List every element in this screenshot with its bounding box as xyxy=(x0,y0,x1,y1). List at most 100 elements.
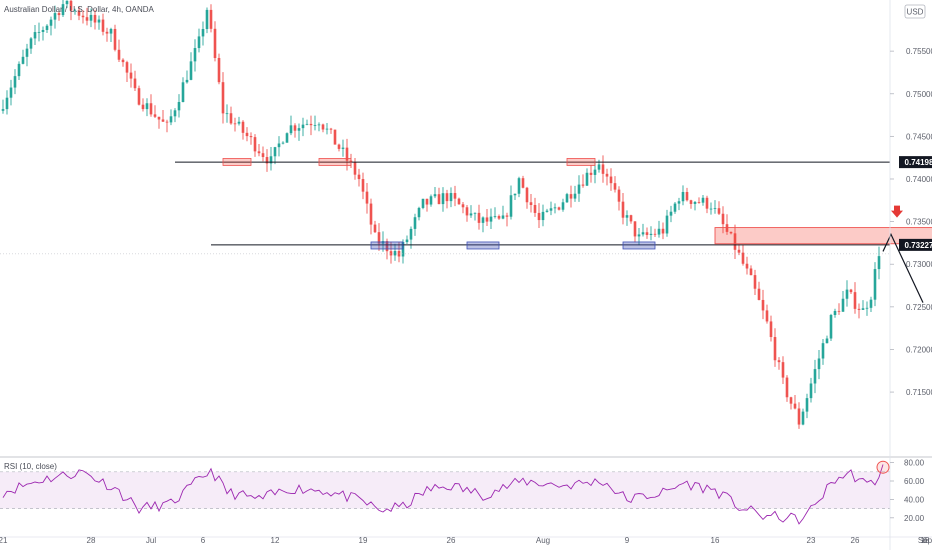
candle-body xyxy=(761,299,765,311)
rsi-title: RSI (10, close) xyxy=(4,462,57,471)
candle xyxy=(773,328,777,367)
candle xyxy=(105,27,109,42)
candle-body xyxy=(261,153,265,158)
candle xyxy=(469,205,473,218)
candle-body xyxy=(113,28,117,50)
candle-body xyxy=(105,31,109,34)
candle-body xyxy=(549,208,553,211)
candle xyxy=(293,123,297,138)
candle xyxy=(413,213,417,236)
candle xyxy=(137,85,141,106)
candle xyxy=(801,408,805,426)
candle xyxy=(785,375,789,402)
candle-body xyxy=(457,198,461,205)
candle-body xyxy=(429,196,433,205)
candle-body xyxy=(797,408,801,425)
candle xyxy=(217,53,221,85)
candle-body xyxy=(173,110,177,117)
candle xyxy=(589,165,593,183)
resistance-touch-marker[interactable] xyxy=(318,158,352,166)
candle-body xyxy=(513,193,517,196)
rsi-tick-label: 60.00 xyxy=(904,477,925,486)
candle-body xyxy=(337,144,341,149)
candle-body xyxy=(269,156,273,164)
candle xyxy=(249,132,253,145)
candle xyxy=(369,198,373,235)
date-tick-label: 21 xyxy=(0,536,8,545)
candle xyxy=(645,227,649,239)
candle-body xyxy=(605,173,609,177)
candle-body xyxy=(713,208,717,210)
candle xyxy=(241,120,245,140)
candle-body xyxy=(237,121,241,124)
candle-body xyxy=(641,232,645,235)
date-tick-label: 6 xyxy=(923,536,928,545)
candle xyxy=(509,185,513,220)
candle-body xyxy=(609,176,613,184)
support-touch-marker[interactable] xyxy=(622,241,656,250)
supply-zone[interactable] xyxy=(714,227,932,245)
candle-body xyxy=(877,256,881,270)
candle-body xyxy=(637,234,641,237)
candle-body xyxy=(133,78,137,89)
candle-body xyxy=(289,125,293,134)
candle-body xyxy=(765,310,769,322)
candle-body xyxy=(345,147,349,161)
candle xyxy=(101,13,105,36)
support-touch-marker[interactable] xyxy=(370,241,404,250)
candle-body xyxy=(693,201,697,204)
candle xyxy=(577,175,581,202)
resistance-touch-marker[interactable] xyxy=(222,158,252,166)
support-touch-marker[interactable] xyxy=(466,241,500,250)
candle-body xyxy=(49,19,53,26)
candle xyxy=(353,157,357,180)
resistance-touch-marker[interactable] xyxy=(566,158,596,166)
candle xyxy=(817,349,821,380)
candle xyxy=(813,359,817,394)
candle xyxy=(73,8,77,15)
candle-body xyxy=(725,224,729,232)
candle-body xyxy=(441,193,445,205)
candle xyxy=(581,174,585,188)
candle-body xyxy=(581,184,585,186)
candle xyxy=(705,195,709,214)
candle-body xyxy=(561,202,565,210)
candle xyxy=(873,262,877,307)
candle-body xyxy=(141,104,145,110)
candle-body xyxy=(273,147,277,157)
candle-body xyxy=(745,263,749,269)
date-tick-label: Sep xyxy=(918,536,932,545)
candle xyxy=(877,246,881,280)
candle-body xyxy=(213,28,217,59)
candle-body xyxy=(773,337,777,361)
date-tick-label: 28 xyxy=(87,536,96,545)
candle-body xyxy=(265,157,269,164)
candle-body xyxy=(413,217,417,229)
candle xyxy=(129,63,133,88)
candle xyxy=(717,201,721,215)
candle-body xyxy=(97,19,101,23)
candle-body xyxy=(705,197,709,209)
projection-path[interactable] xyxy=(882,232,924,303)
candle xyxy=(53,5,57,29)
resistance-price-tag-bg xyxy=(899,156,932,169)
candle-body xyxy=(833,310,837,315)
candle xyxy=(441,187,445,212)
currency-badge[interactable]: USD xyxy=(904,4,926,19)
candle-body xyxy=(29,38,33,49)
candle xyxy=(181,77,185,103)
candle-body xyxy=(249,136,253,138)
candle xyxy=(489,208,493,230)
candle-body xyxy=(317,124,321,126)
candle xyxy=(605,168,609,186)
rsi-overbought-highlight[interactable] xyxy=(876,460,890,474)
candle-body xyxy=(817,358,821,370)
candle xyxy=(493,207,497,219)
arrow-down-icon[interactable] xyxy=(891,205,903,218)
rsi-line[interactable] xyxy=(2,464,884,525)
candle xyxy=(125,60,129,83)
candle xyxy=(253,134,257,157)
